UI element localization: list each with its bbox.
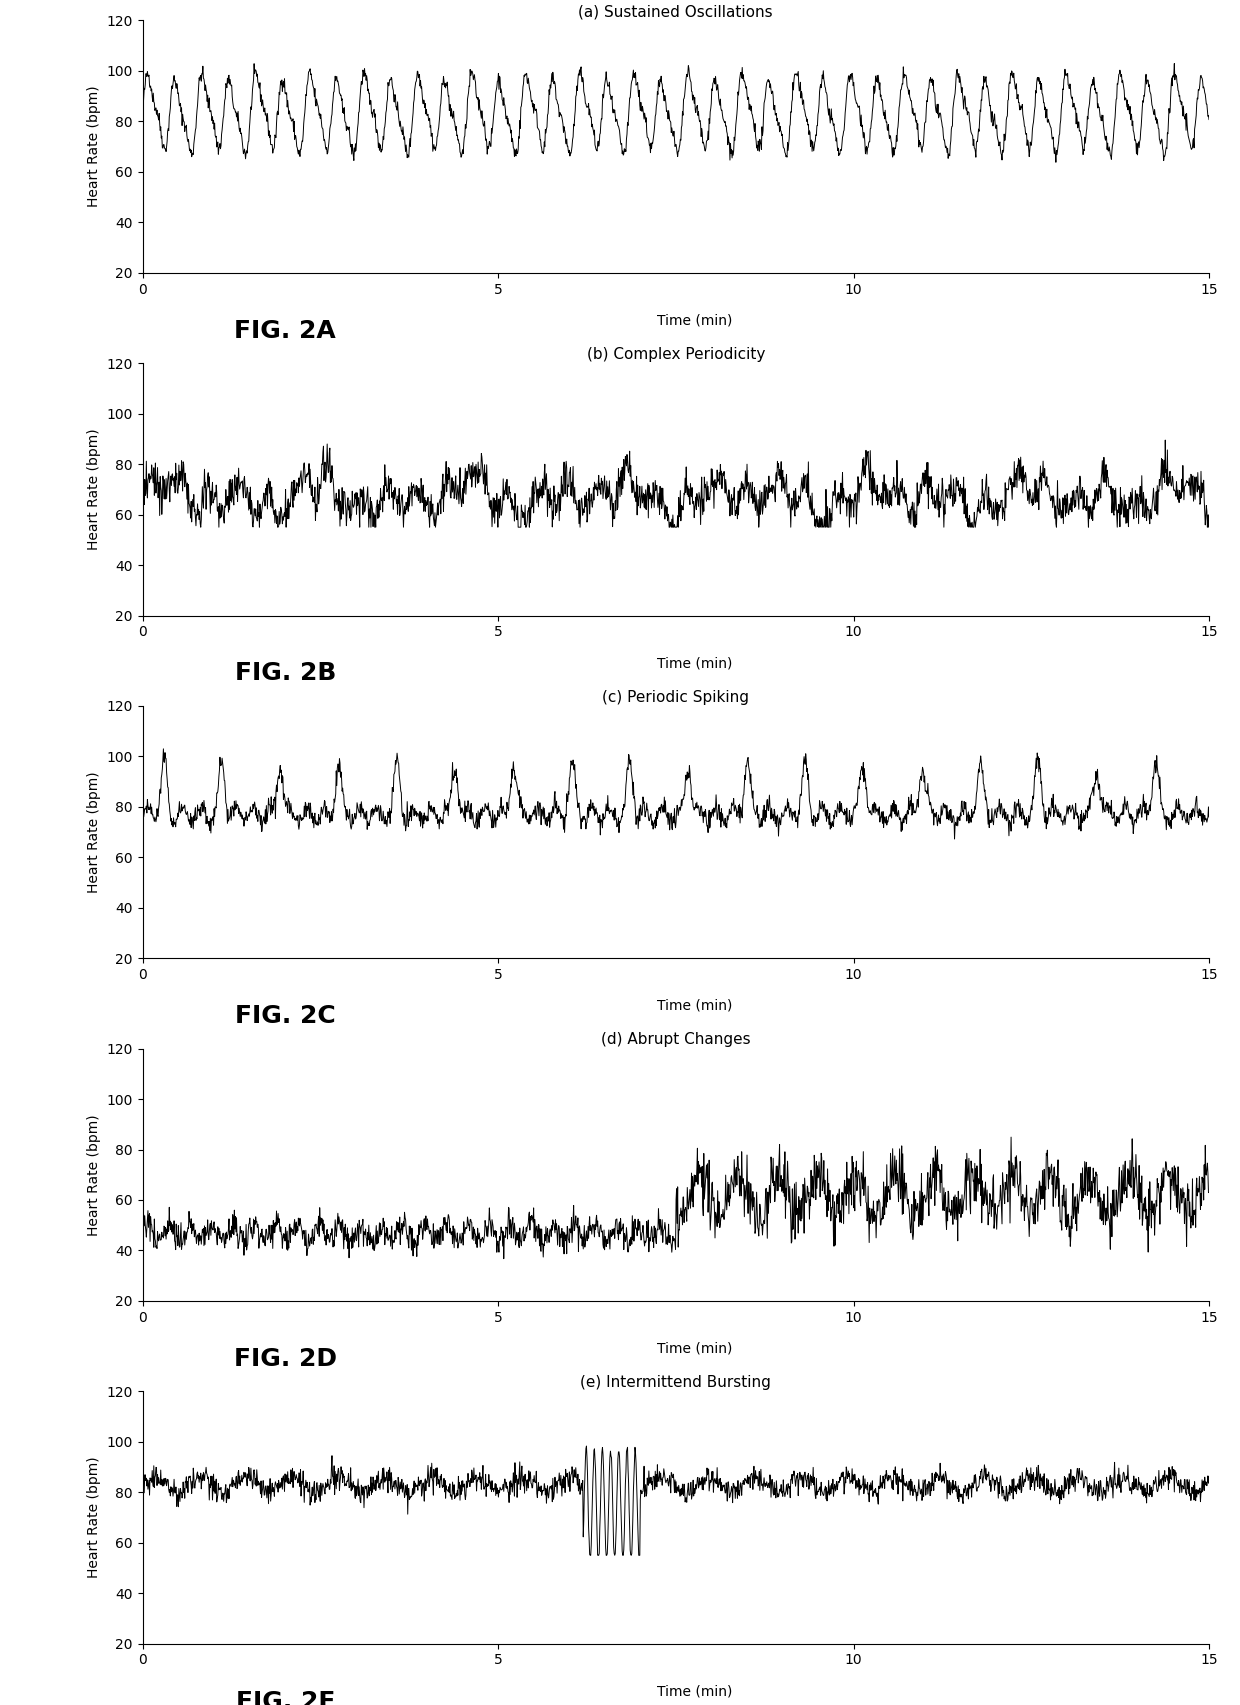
Y-axis label: Heart Rate (bpm): Heart Rate (bpm) <box>87 428 100 551</box>
Title: (e) Intermittend Bursting: (e) Intermittend Bursting <box>580 1376 771 1390</box>
Text: FIG. 2B: FIG. 2B <box>234 662 336 685</box>
Title: (d) Abrupt Changes: (d) Abrupt Changes <box>601 1033 750 1047</box>
Y-axis label: Heart Rate (bpm): Heart Rate (bpm) <box>87 771 100 893</box>
Y-axis label: Heart Rate (bpm): Heart Rate (bpm) <box>87 85 100 208</box>
Y-axis label: Heart Rate (bpm): Heart Rate (bpm) <box>87 1456 100 1579</box>
Title: (a) Sustained Oscillations: (a) Sustained Oscillations <box>579 5 773 19</box>
Text: Time (min): Time (min) <box>657 314 732 327</box>
Y-axis label: Heart Rate (bpm): Heart Rate (bpm) <box>87 1113 100 1236</box>
Text: Time (min): Time (min) <box>657 999 732 1013</box>
Text: Time (min): Time (min) <box>657 656 732 670</box>
Text: Time (min): Time (min) <box>657 1685 732 1698</box>
Title: (c) Periodic Spiking: (c) Periodic Spiking <box>603 691 749 704</box>
Title: (b) Complex Periodicity: (b) Complex Periodicity <box>587 348 765 361</box>
Text: FIG. 2C: FIG. 2C <box>234 1004 336 1028</box>
Text: FIG. 2A: FIG. 2A <box>234 319 336 343</box>
Text: FIG. 2E: FIG. 2E <box>236 1690 335 1705</box>
Text: Time (min): Time (min) <box>657 1342 732 1355</box>
Text: FIG. 2D: FIG. 2D <box>233 1347 337 1371</box>
